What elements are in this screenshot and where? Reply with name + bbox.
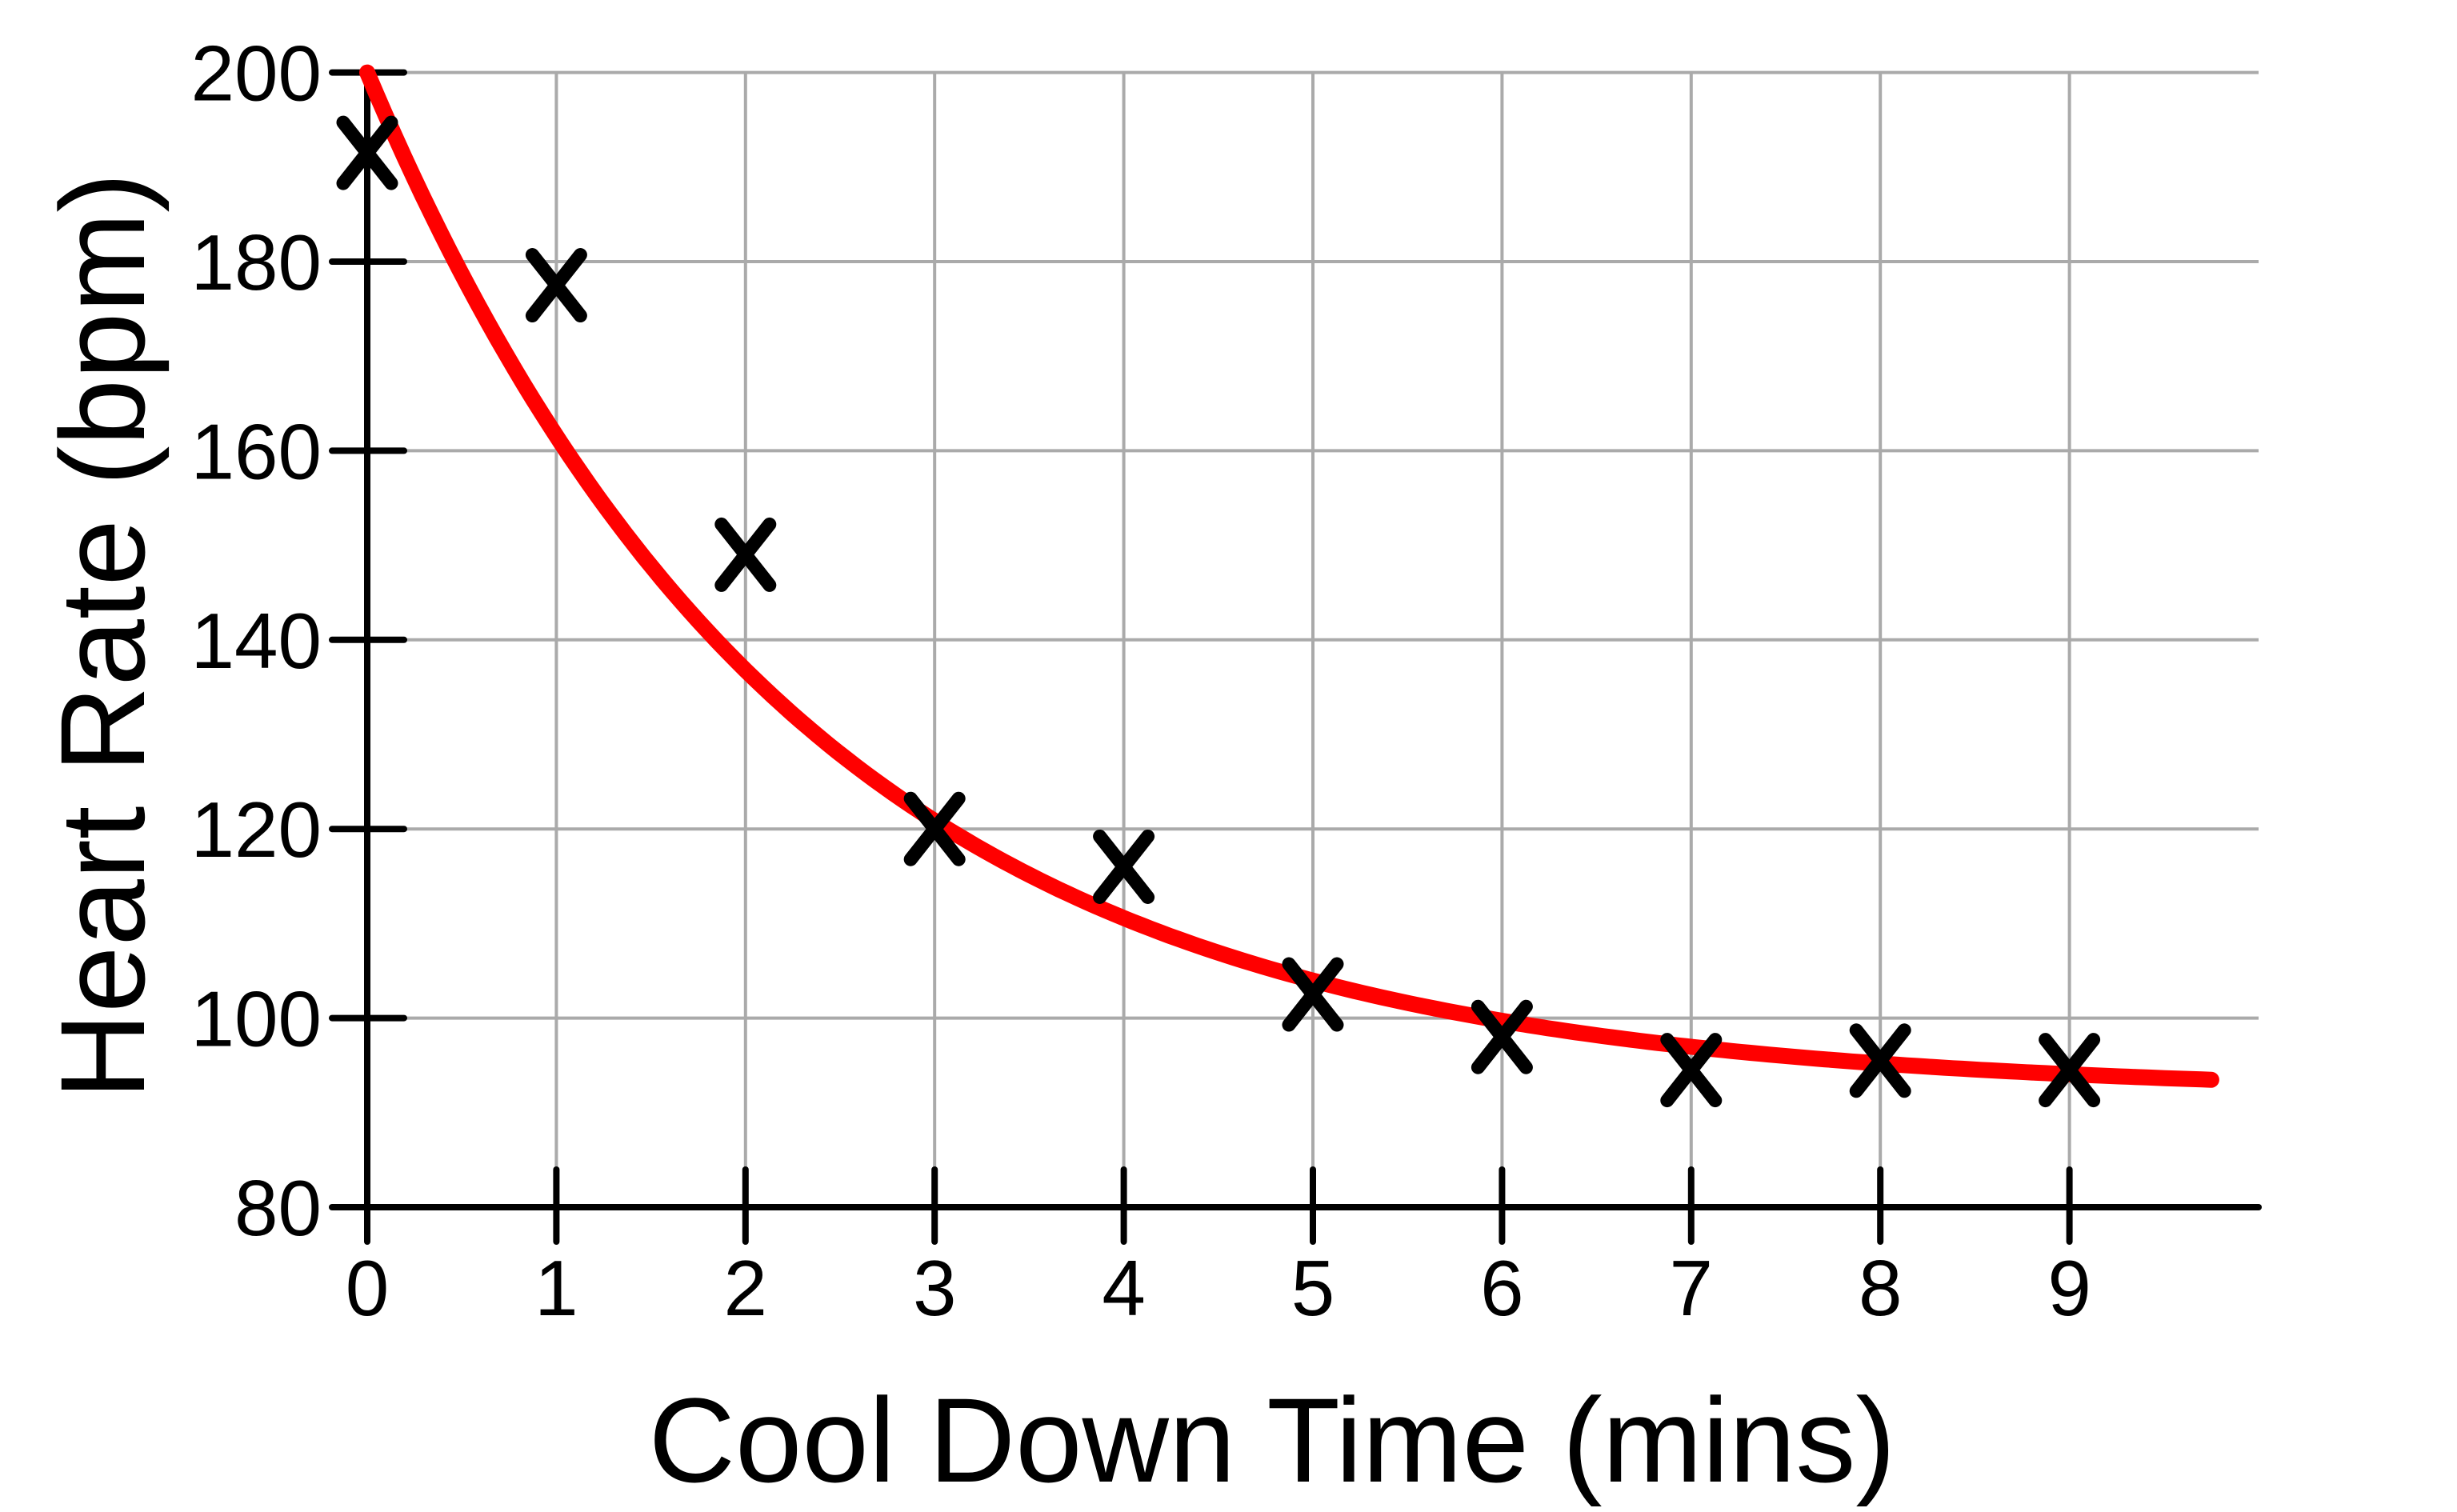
x-marker-icon [1849, 1023, 1911, 1098]
x-tick-label: 3 [913, 1244, 957, 1332]
y-tick-label: 100 [190, 975, 322, 1063]
x-marker-icon [2039, 1033, 2101, 1108]
x-marker-icon [1660, 1033, 1723, 1108]
x-axis-title: Cool Down Time (mins) [649, 1373, 1896, 1507]
y-tick-label: 200 [190, 30, 322, 118]
x-tick-label: 7 [1670, 1244, 1714, 1332]
data-point-marker [1849, 1023, 1911, 1098]
x-tick-label: 4 [1102, 1244, 1146, 1332]
x-marker-icon [1471, 999, 1533, 1074]
data-points [336, 115, 2101, 1108]
x-marker-icon [1282, 957, 1344, 1032]
x-tick-label: 1 [534, 1244, 578, 1332]
data-point-marker [1282, 957, 1344, 1032]
x-tick-label: 6 [1480, 1244, 1524, 1332]
x-tick-label: 5 [1291, 1244, 1335, 1332]
fit-curve [359, 64, 2219, 1088]
x-marker-icon [336, 115, 398, 190]
y-axis-title: Heart Rate (bpm) [35, 173, 170, 1100]
x-marker-icon [525, 248, 587, 323]
fit-curve-group [359, 64, 2219, 1088]
x-tick-label: 8 [1859, 1244, 1903, 1332]
data-point-marker [336, 115, 398, 190]
data-point-marker [2039, 1033, 2101, 1108]
data-point-marker [1660, 1033, 1723, 1108]
grid [367, 70, 2259, 1207]
x-marker-icon [1093, 829, 1155, 904]
data-point-marker [525, 248, 587, 323]
x-marker-icon [903, 791, 966, 866]
y-tick-label: 80 [234, 1164, 322, 1252]
x-tick-label: 9 [2047, 1244, 2091, 1332]
y-tick-label: 180 [190, 218, 322, 306]
y-tick-label: 140 [190, 597, 322, 685]
y-tick-label: 160 [190, 407, 322, 495]
data-point-marker [903, 791, 966, 866]
data-point-marker [1093, 829, 1155, 904]
tick-labels: 80 100 120 140 160 180 200 0 1 2 3 4 5 6 7 8 9 [190, 30, 2091, 1332]
axes [329, 69, 2262, 1245]
data-point-marker [1471, 999, 1533, 1074]
x-tick-label: 2 [724, 1244, 768, 1332]
data-point-marker [714, 517, 777, 592]
x-tick-label: 0 [346, 1244, 390, 1332]
y-tick-label: 120 [190, 786, 322, 874]
x-marker-icon [714, 517, 777, 592]
